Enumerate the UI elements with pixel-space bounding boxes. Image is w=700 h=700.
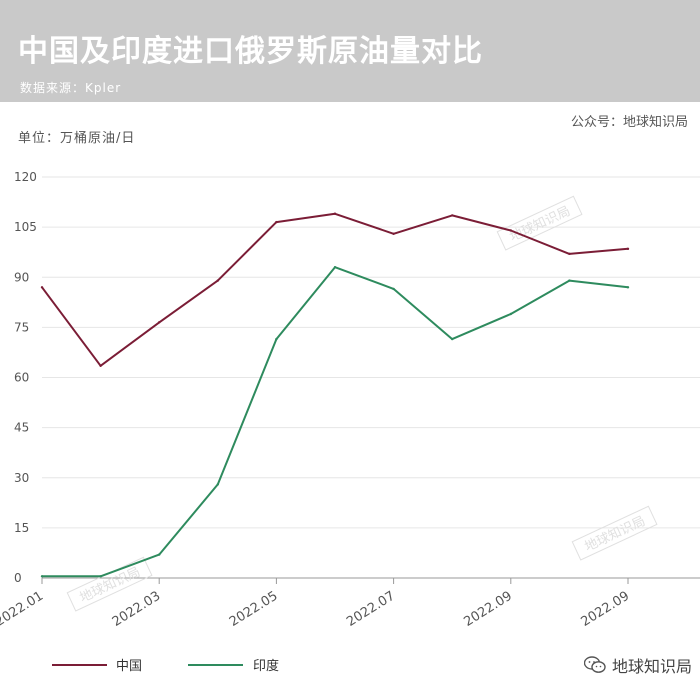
data-point [333,212,337,215]
data-point [158,321,161,324]
data-point [216,483,219,486]
legend-india-label: 印度 [253,659,280,674]
data-point [392,232,395,236]
x-tick-label: 2022.01 [0,589,46,630]
brand-footer-text: 地球知识局 [611,657,692,676]
watermark: 地球知识局 [571,505,658,561]
series-line-china [41,212,629,367]
data-point [509,229,512,232]
data-point [626,247,630,251]
legend-china-label: 中国 [116,659,143,674]
y-tick-label: 120 [14,170,37,184]
unit-label: 单位：万桶原油/日 [18,131,136,146]
legend-china-swatch [52,664,107,666]
x-tick-label: 2022.09 [579,589,633,630]
y-tick-label: 30 [14,471,29,485]
x-tick-label: 2022.03 [110,589,164,630]
legend-india-swatch [188,664,243,666]
data-point [509,312,512,316]
chart-title: 中国及印度进口俄罗斯原油量对比 [18,34,483,69]
x-tick-label: 2022.07 [344,589,398,630]
y-tick-label: 105 [14,220,37,234]
data-point [216,279,219,282]
brand-footer: 地球知识局 [583,653,692,677]
data-point [275,220,278,224]
data-point [158,553,161,556]
data-point [40,575,44,578]
data-source: 数据来源：Kpler [20,81,122,95]
data-point [451,337,454,341]
data-point [99,364,102,368]
wechat-icon [583,656,606,673]
data-point [392,287,395,291]
y-tick-label: 90 [14,270,29,284]
data-point [333,266,337,269]
header-banner: 中国及印度进口俄罗斯原油量对比 数据来源：Kpler [0,0,700,102]
account-label: 公众号：地球知识局 [570,115,688,130]
data-point [99,575,102,578]
data-point [40,286,44,289]
y-tick-label: 15 [14,521,29,535]
data-point [451,214,454,217]
watermark-text: 地球知识局 [582,513,648,555]
data-point [568,279,571,282]
series-line-india [42,266,629,578]
data-point [626,286,630,289]
x-tick-label: 2022.05 [227,589,281,630]
watermark-text: 地球知识局 [77,564,143,606]
y-tick-label: 0 [14,571,22,585]
data-point [568,252,571,256]
y-tick-label: 75 [14,320,29,334]
data-point [275,337,278,341]
x-tick-label: 2022.09 [461,589,515,630]
watermark-text: 地球知识局 [507,203,573,245]
y-tick-label: 45 [14,421,29,435]
y-tick-label: 60 [14,371,29,385]
